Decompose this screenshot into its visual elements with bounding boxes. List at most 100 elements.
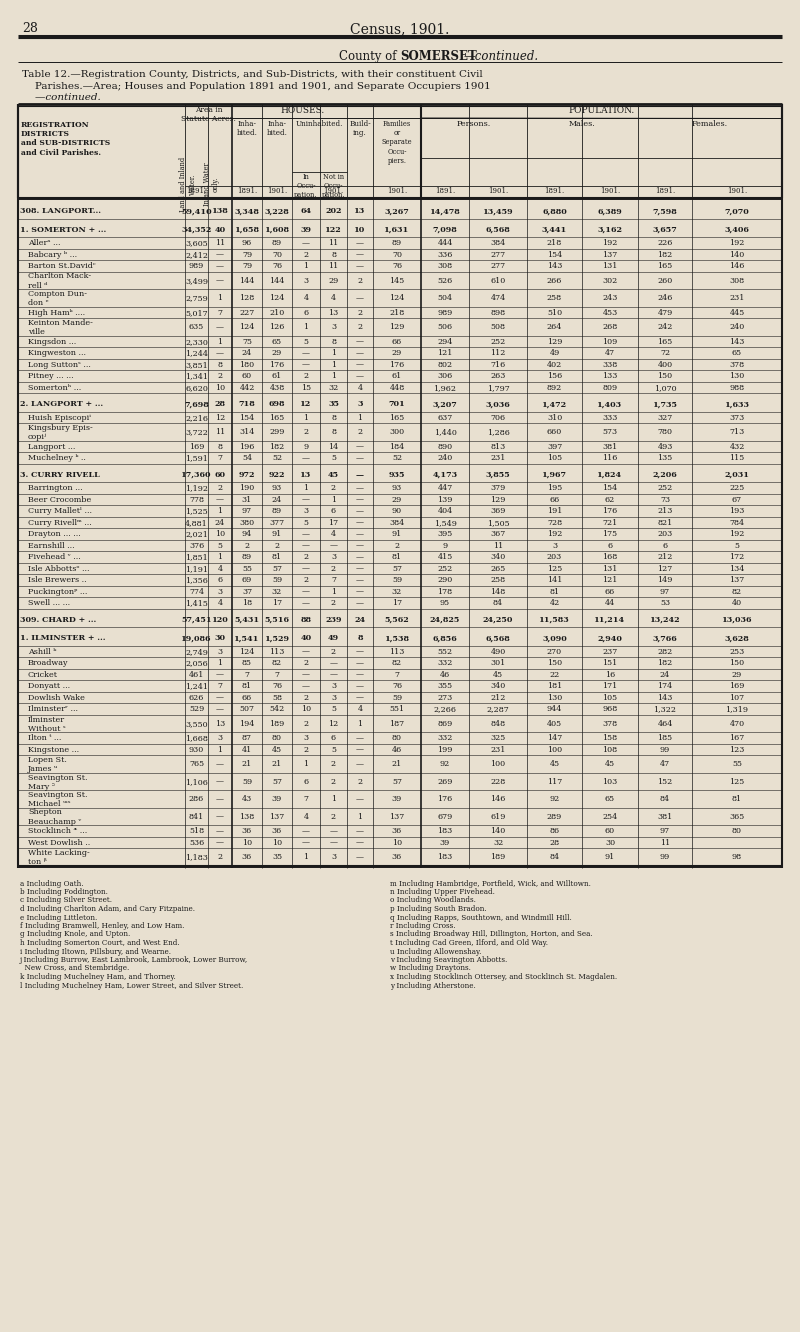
Text: 1,356: 1,356 xyxy=(185,577,208,585)
Text: b Including Foddington.: b Including Foddington. xyxy=(20,888,108,896)
Text: 3: 3 xyxy=(331,682,336,690)
Text: 49: 49 xyxy=(550,349,560,357)
Text: 13: 13 xyxy=(328,309,338,317)
Text: 848: 848 xyxy=(490,719,506,727)
Text: 182: 182 xyxy=(658,250,673,258)
Text: 158: 158 xyxy=(602,734,618,742)
Text: 1,541: 1,541 xyxy=(234,634,260,642)
Text: Swell ... ...: Swell ... ... xyxy=(28,599,70,607)
Text: 146: 146 xyxy=(730,262,745,270)
Text: 36: 36 xyxy=(242,854,252,862)
Text: 46: 46 xyxy=(440,671,450,679)
Text: 17: 17 xyxy=(392,599,402,607)
Text: 30: 30 xyxy=(214,634,226,642)
Text: 100: 100 xyxy=(490,761,506,769)
Text: 7: 7 xyxy=(245,671,250,679)
Text: 240: 240 xyxy=(438,454,453,462)
Text: 139: 139 xyxy=(438,496,453,503)
Text: —: — xyxy=(302,496,310,503)
Text: 308: 308 xyxy=(438,262,453,270)
Text: 6,880: 6,880 xyxy=(542,208,567,216)
Text: 156: 156 xyxy=(547,372,562,380)
Text: 1,608: 1,608 xyxy=(265,225,290,233)
Text: Inha-
bited.: Inha- bited. xyxy=(237,120,258,137)
Text: 120: 120 xyxy=(212,615,228,623)
Text: 3,441: 3,441 xyxy=(542,225,567,233)
Text: 189: 189 xyxy=(270,719,285,727)
Text: —: — xyxy=(302,361,310,369)
Text: —: — xyxy=(356,647,364,655)
Text: 325: 325 xyxy=(490,734,506,742)
Text: 308. LANGPORT...: 308. LANGPORT... xyxy=(20,208,101,216)
Text: 518: 518 xyxy=(189,827,204,835)
Text: 73: 73 xyxy=(660,496,670,503)
Text: 3,605: 3,605 xyxy=(185,240,208,248)
Text: 88: 88 xyxy=(301,615,311,623)
Text: In
Occu-
pation.: In Occu- pation. xyxy=(294,173,318,200)
Text: o Including Woodlands.: o Including Woodlands. xyxy=(390,896,476,904)
Text: Langport ...: Langport ... xyxy=(28,442,75,450)
Text: 3: 3 xyxy=(358,400,362,408)
Text: —: — xyxy=(216,778,224,786)
Text: —: — xyxy=(356,349,364,357)
Text: 6: 6 xyxy=(662,542,667,550)
Text: —: — xyxy=(330,659,338,667)
Text: 125: 125 xyxy=(730,778,745,786)
Text: 13: 13 xyxy=(354,208,366,216)
Text: 369: 369 xyxy=(490,507,506,515)
Text: —: — xyxy=(302,647,310,655)
Text: 137: 137 xyxy=(390,813,405,821)
Text: Earnshill ...: Earnshill ... xyxy=(28,542,74,550)
Text: —: — xyxy=(330,671,338,679)
Text: 24,825: 24,825 xyxy=(430,615,460,623)
Text: 2: 2 xyxy=(245,542,250,550)
Text: 765: 765 xyxy=(189,761,204,769)
Text: 11: 11 xyxy=(215,429,225,437)
Text: 7,098: 7,098 xyxy=(433,225,458,233)
Text: 105: 105 xyxy=(547,454,562,462)
Text: 935: 935 xyxy=(389,470,406,478)
Text: 127: 127 xyxy=(658,565,673,573)
Text: 1: 1 xyxy=(331,361,336,369)
Text: 2: 2 xyxy=(303,577,309,585)
Text: 2: 2 xyxy=(331,813,336,821)
Text: 2,021: 2,021 xyxy=(185,530,208,538)
Text: 1: 1 xyxy=(331,496,336,503)
Text: 93: 93 xyxy=(392,485,402,493)
Text: 14: 14 xyxy=(328,442,338,450)
Text: 526: 526 xyxy=(438,277,453,285)
Text: 9: 9 xyxy=(303,442,309,450)
Text: 263: 263 xyxy=(490,372,506,380)
Text: 90: 90 xyxy=(392,507,402,515)
Text: 2,330: 2,330 xyxy=(185,338,208,346)
Text: 1: 1 xyxy=(303,761,309,769)
Text: w Including Draytons.: w Including Draytons. xyxy=(390,964,471,972)
Text: 150: 150 xyxy=(730,659,745,667)
Text: 294: 294 xyxy=(438,338,453,346)
Text: 405: 405 xyxy=(547,719,562,727)
Text: 81: 81 xyxy=(732,795,742,803)
Text: Seavington St.
Mary ᵙ: Seavington St. Mary ᵙ xyxy=(28,774,87,791)
Text: 144: 144 xyxy=(270,277,285,285)
Text: 1891.: 1891. xyxy=(186,186,206,194)
Text: 340: 340 xyxy=(490,553,506,561)
Text: 134: 134 xyxy=(730,565,745,573)
Text: 3,406: 3,406 xyxy=(725,225,750,233)
Text: 9: 9 xyxy=(442,542,447,550)
Text: 376: 376 xyxy=(189,542,204,550)
Text: Barrington ...: Barrington ... xyxy=(28,485,82,493)
Text: —: — xyxy=(356,530,364,538)
Text: 813: 813 xyxy=(490,442,506,450)
Text: 35: 35 xyxy=(328,400,339,408)
Text: SOMERSET: SOMERSET xyxy=(400,51,477,63)
Text: 270: 270 xyxy=(547,647,562,655)
Text: 3,228: 3,228 xyxy=(265,208,290,216)
Text: 332: 332 xyxy=(438,734,453,742)
Text: j Including Burrow, East Lambrook, Lambrook, Lower Burrow,: j Including Burrow, East Lambrook, Lambr… xyxy=(20,956,248,964)
Text: Drayton ... ...: Drayton ... ... xyxy=(28,530,81,538)
Text: 379: 379 xyxy=(490,485,506,493)
Text: 384: 384 xyxy=(390,518,405,526)
Text: 445: 445 xyxy=(730,309,745,317)
Text: 138: 138 xyxy=(212,208,228,216)
Text: 199: 199 xyxy=(438,746,453,754)
